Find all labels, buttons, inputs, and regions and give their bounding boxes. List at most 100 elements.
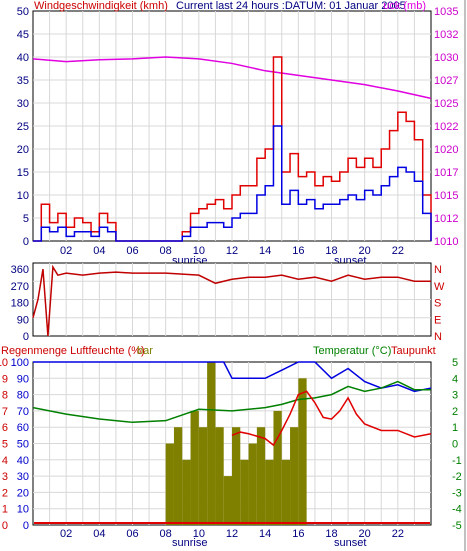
- bottom-rain-y-tick-label: 1: [2, 504, 8, 516]
- mid-right-y-tick-label: W: [434, 281, 445, 293]
- bottom-rain-y-tick-label: 7: [2, 406, 8, 418]
- bottom-title-left: Regenmenge Luftfeuchte (%): [1, 345, 145, 357]
- rain-baseline: [34, 522, 430, 524]
- rain-bar: [298, 378, 307, 525]
- top-left-y-tick-label: 20: [17, 144, 29, 156]
- rain-bar: [165, 443, 174, 525]
- top-left-y-tick-label: 45: [17, 29, 29, 41]
- top-right-y-tick-label: 1032: [434, 29, 458, 41]
- top-grid: [33, 11, 431, 241]
- wind-pressure-panel: Windgeschwindigkeit (kmh) Current last 2…: [17, 0, 459, 267]
- bottom-right-y-tick-label: -1: [452, 455, 462, 467]
- top-left-y-tick-label: 5: [23, 213, 29, 225]
- mid-left-y-tick-label: 180: [11, 298, 29, 310]
- bottom-title-temp: Temperatur (°C): [313, 345, 391, 357]
- mid-left-y-tick-label: 270: [11, 281, 29, 293]
- rain-bar: [290, 427, 299, 525]
- bottom-x-tick-label: 14: [259, 528, 271, 540]
- rain-bar: [240, 459, 249, 525]
- top-x-ticks: 02 04 06 08 10 12 14 16 18 20 22: [60, 245, 404, 257]
- humidity-line: [33, 361, 432, 393]
- top-right-ticks: 1035 1032 1030 1027 1025 1022 1020 1017 1015 1012…: [434, 6, 458, 248]
- bottom-rain-y-tick-label: 5: [2, 439, 8, 451]
- bottom-series: [32, 361, 432, 525]
- bottom-rain-y-tick-label: 4: [2, 455, 8, 467]
- top-left-y-tick-label: 40: [17, 52, 29, 64]
- top-right-y-tick-label: 1012: [434, 213, 458, 225]
- rain-bar: [173, 427, 183, 525]
- top-right-y-tick-label: 1035: [434, 6, 458, 18]
- mid-left-y-tick-label: 360: [11, 264, 29, 276]
- top-left-y-tick-label: 10: [17, 190, 29, 202]
- rain-bar: [273, 410, 282, 525]
- bottom-hum-y-tick-label: 30: [17, 471, 29, 483]
- top-left-y-tick-label: 0: [23, 236, 29, 248]
- bottom-x-tick-label: 04: [93, 528, 105, 540]
- bottom-right-y-tick-label: -2: [452, 471, 462, 483]
- bottom-x-tick-label: 08: [160, 528, 172, 540]
- mid-left-y-tick-label: 0: [23, 331, 29, 343]
- bottom-rain-y-tick-label: 9: [2, 373, 8, 385]
- bottom-title-dew: Taupunkt: [391, 345, 436, 357]
- mid-left-y-tick-label: 90: [17, 314, 29, 326]
- rain-bar: [223, 476, 232, 525]
- rain-bar: [232, 427, 241, 525]
- top-x-tick-label: 08: [160, 245, 172, 257]
- bottom-x-tick-label: 22: [392, 528, 404, 540]
- bottom-left-ticks: 1098765432101009080706050403020100: [0, 357, 29, 532]
- rain-bar: [248, 443, 257, 525]
- top-x-tick-label: 02: [60, 245, 72, 257]
- top-x-tick-label: 04: [93, 245, 105, 257]
- bottom-sunset-label: sunset: [334, 537, 366, 549]
- bottom-rain-y-tick-label: 10: [0, 357, 8, 369]
- bottom-right-y-tick-label: 4: [452, 373, 458, 385]
- bottom-rain-y-tick-label: 0: [2, 520, 8, 532]
- bottom-hum-y-tick-label: 50: [17, 439, 29, 451]
- mid-right-y-tick-label: N: [434, 331, 442, 343]
- bottom-hum-y-tick-label: 60: [17, 422, 29, 434]
- bottom-rain-y-tick-label: 2: [2, 487, 8, 499]
- bottom-x-tick-label: 20: [359, 528, 371, 540]
- top-x-tick-label: 18: [325, 245, 337, 257]
- temperature-line: [32, 380, 431, 424]
- top-title-right: uck (mb): [383, 0, 426, 12]
- bottom-x-tick-label: 02: [60, 528, 72, 540]
- bottom-hum-y-tick-label: 10: [17, 504, 29, 516]
- bottom-hum-y-tick-label: 20: [17, 487, 29, 499]
- top-x-tick-label: 10: [193, 245, 205, 257]
- bottom-x-tick-label: 16: [292, 528, 304, 540]
- top-title-left: Windgeschwindigkeit (kmh): [34, 0, 168, 12]
- rain-bar: [215, 427, 224, 525]
- top-title-center: Current last 24 hours :DATUM: 01 Januar …: [176, 0, 406, 12]
- bottom-right-ticks: 5 4 3 2 1 0 -1 -2 -3 -4 -5: [452, 357, 462, 532]
- bottom-hum-y-tick-label: 80: [17, 390, 29, 402]
- wind-speed-line: [33, 56, 432, 242]
- rain-bar: [265, 459, 274, 525]
- bottom-x-tick-label: 18: [325, 528, 337, 540]
- top-x-tick-label: 20: [359, 245, 371, 257]
- top-x-tick-label: 06: [126, 245, 138, 257]
- top-x-tick-label: 16: [292, 245, 304, 257]
- bottom-right-y-tick-label: 0: [452, 439, 458, 451]
- bottom-x-ticks: 02 04 06 08 10 12 14 16 18 20 22: [60, 528, 404, 540]
- bottom-title-overlap: bar: [137, 345, 153, 357]
- bottom-right-y-tick-label: -3: [452, 487, 462, 499]
- top-x-tick-label: 14: [259, 245, 271, 257]
- bottom-hum-y-tick-label: 40: [17, 455, 29, 467]
- bottom-rain-y-tick-label: 6: [2, 422, 8, 434]
- mid-series: [32, 264, 431, 337]
- bottom-hum-y-tick-label: 90: [17, 373, 29, 385]
- bottom-right-y-tick-label: 5: [452, 357, 458, 369]
- dewpoint-line: [231, 390, 432, 447]
- rain-bar: [256, 427, 266, 525]
- top-left-y-tick-label: 50: [17, 6, 29, 18]
- top-right-y-tick-label: 1022: [434, 121, 458, 133]
- bottom-right-y-tick-label: -5: [452, 520, 462, 532]
- bottom-x-tick-label: 10: [193, 528, 205, 540]
- mid-right-y-tick-label: E: [434, 314, 441, 326]
- top-left-y-tick-label: 15: [17, 167, 29, 179]
